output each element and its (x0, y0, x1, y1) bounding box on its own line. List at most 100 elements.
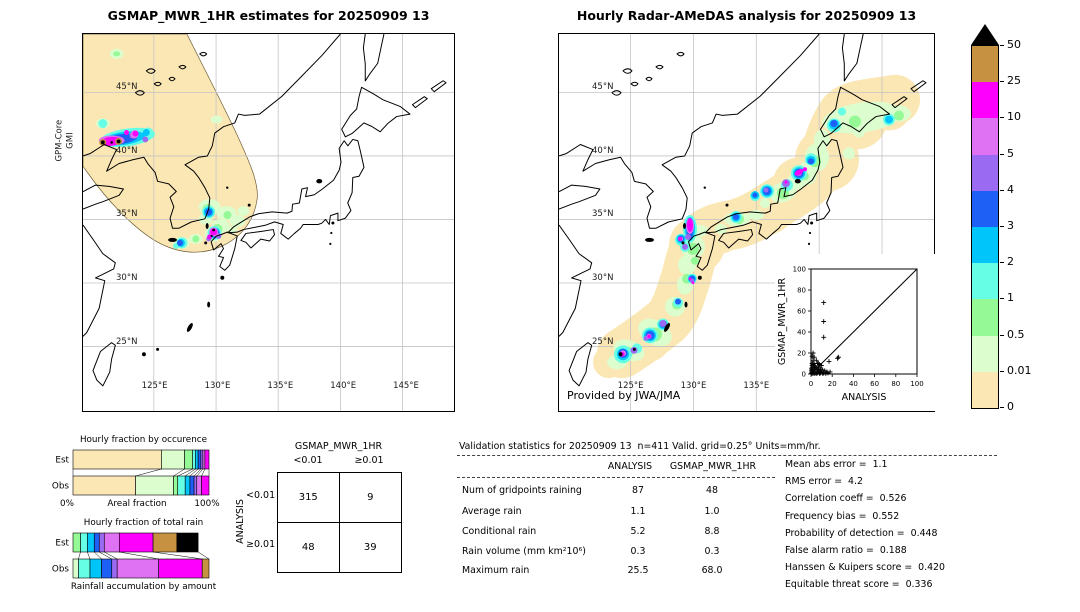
row-label-lt: <0.01 (246, 490, 276, 501)
connector-line (196, 468, 204, 477)
totalrain-caption: Rainfall accumulation by amount (70, 582, 217, 592)
row-label: Est (55, 456, 69, 466)
connector-line (193, 468, 202, 477)
score-row: Probability of detection = 0.448 (785, 527, 938, 539)
bar-segment (201, 558, 210, 579)
stat-row-label: Rain volume (mm km²10⁶) (462, 546, 586, 557)
credit-text: Provided by JWA/JMA (567, 389, 681, 402)
colorbar-tick (1000, 262, 1004, 264)
bar-segment (176, 532, 199, 553)
one-to-one-line (810, 268, 918, 375)
bar-segment (98, 532, 105, 553)
colorbar-tick (1000, 370, 1004, 372)
x-tick-label: 80 (891, 380, 900, 388)
bar-segment (89, 558, 102, 579)
bar-segment (111, 558, 118, 579)
left-map-canvas (83, 34, 454, 411)
connector-line (153, 551, 203, 560)
cell-false: 9 (339, 473, 401, 523)
colorbar-tick (1000, 298, 1004, 300)
stat-row-label: Average rain (462, 506, 522, 517)
occurrence-bars: Est Obs (52, 449, 210, 496)
bar-segment (173, 475, 179, 496)
left-map: 45°N 40°N 35°N 30°N 25°N 125°E 130°E 135°E 140°E… (82, 33, 455, 412)
connector-line (99, 551, 112, 560)
cell-hit-none: 315 (278, 473, 340, 523)
colorbar-segments (971, 45, 999, 409)
lat-tick-label: 45°N (592, 81, 614, 92)
bar-segment (103, 532, 120, 553)
scatter-xlabel: ANALYSIS (842, 392, 887, 403)
colorbar-tick (1000, 226, 1004, 227)
y-tick-label: 40 (797, 329, 806, 337)
lat-tick-label: 25°N (116, 337, 138, 348)
validation-title: Validation statistics for 20250909 13 n=… (459, 441, 821, 452)
row-label-ge: ≥0.01 (246, 539, 276, 550)
bar-segment (80, 532, 88, 553)
occurrence-chart: Hourly fraction by occurence Est Obs 0% A… (36, 435, 251, 515)
x-tick-label: 0 (809, 380, 813, 388)
x-max-label: 100% (194, 499, 220, 509)
stat-analysis-value: 0.3 (630, 546, 646, 557)
bar-segment (152, 532, 178, 553)
lat-tick-label: 35°N (116, 209, 138, 220)
occurrence-chart-title: Hourly fraction by occurence (79, 435, 208, 445)
x-tick-label: 20 (828, 380, 837, 388)
colorbar-segment (972, 226, 998, 264)
contingency-col-title: GSMAP_MWR_1HR (294, 441, 383, 452)
bar-segment (158, 558, 203, 579)
colorbar-segment (972, 299, 998, 336)
colorbar-segment (972, 190, 998, 227)
score-row: Equitable threat score = 0.336 (785, 579, 933, 591)
colorbar-segment (972, 46, 998, 83)
lat-tick-label: 40°N (116, 145, 138, 156)
cell-hit: 39 (363, 541, 377, 553)
bar-segment (184, 475, 191, 496)
bar-segment (78, 558, 91, 579)
bar-segment (202, 449, 206, 470)
totalrain-bars: Est Obs (52, 532, 210, 579)
colorbar: 50 25 10 5 4 3 2 1 0.5 0.01 0 (971, 24, 1032, 413)
bar-segment (193, 475, 198, 496)
col-label-ge: ≥0.01 (354, 455, 384, 466)
connector-line (94, 551, 102, 560)
score-row: False alarm ratio = 0.188 (785, 545, 907, 556)
lat-tick-label: 25°N (592, 337, 614, 348)
connector-line (104, 551, 118, 560)
stat-gsmap-value: 1.0 (704, 506, 720, 517)
lat-tick-label: 30°N (116, 273, 138, 284)
y-tick-label: 100 (793, 266, 806, 274)
bar-segment (101, 558, 113, 579)
y-tick-label: 20 (797, 350, 806, 358)
bar-segment (196, 475, 202, 496)
stat-gsmap-value: 0.3 (704, 546, 720, 557)
colorbar-tick-label: 3 (1007, 219, 1014, 232)
lat-tick-label: 30°N (592, 273, 614, 284)
divider (457, 455, 997, 456)
colorbar-tick-label: 0 (1007, 400, 1014, 413)
connector-line (135, 468, 162, 477)
row-label: Est (55, 539, 69, 549)
stat-gsmap-value: 48 (706, 485, 718, 496)
x-tick-label: 40 (849, 380, 858, 388)
column-gsmap: GSMAP_MWR_1HR (669, 461, 757, 472)
stat-analysis-value: 5.2 (630, 526, 646, 537)
connector-line (173, 468, 185, 477)
right-map: Provided by JWA/JMA 0 0 20 20 40 40 60 60 80 80 10… (558, 33, 936, 412)
y-tick-label: 0 (802, 371, 806, 379)
left-map-sensor-label: GPM-Core GMI (54, 106, 75, 176)
bar-segment (192, 449, 196, 470)
bar-segment (93, 532, 100, 553)
col-label-lt: <0.01 (293, 455, 323, 466)
score-row: Hanssen & Kuipers score = 0.420 (785, 562, 945, 574)
bar-segment (135, 475, 174, 496)
score-row: Correlation coeff = 0.526 (785, 493, 907, 505)
contingency-table: GSMAP_MWR_1HR <0.01 ≥0.01 ANALYSIS <0.01… (232, 441, 417, 589)
colorbar-segment (972, 82, 998, 119)
y-tick-label: 80 (797, 287, 806, 295)
row-label: Obs (52, 565, 70, 575)
bar-segment (72, 449, 162, 470)
colorbar-tick-label: 0.01 (1007, 363, 1032, 377)
score-row: RMS error = 4.2 (785, 476, 863, 488)
